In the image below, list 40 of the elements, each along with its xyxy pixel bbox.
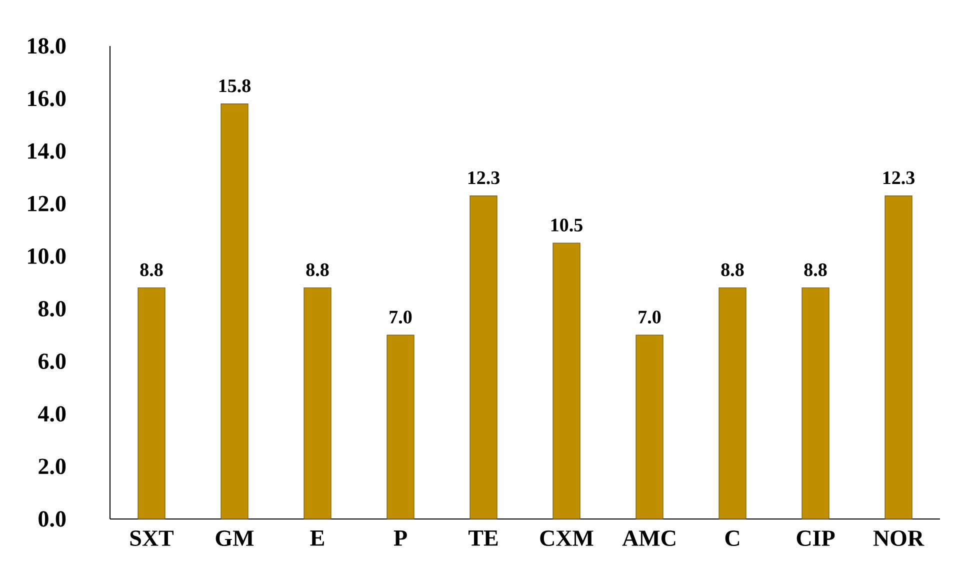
y-tick-label: 2.0 (38, 458, 66, 474)
y-tick-label: 4.0 (38, 406, 66, 422)
x-tick-label: TE (468, 530, 498, 546)
data-label: 7.0 (638, 310, 661, 324)
y-tick-label: 6.0 (38, 354, 66, 370)
x-tick-label: CXM (540, 530, 594, 546)
y-tick-label: 0.0 (38, 511, 66, 527)
data-label: 15.8 (219, 79, 250, 92)
data-label: 8.8 (721, 263, 744, 276)
y-tick-label: 12.0 (28, 196, 66, 212)
x-tick-label: NOR (873, 530, 924, 546)
x-tick-label: C (725, 530, 740, 546)
y-tick-label: 8.0 (38, 300, 66, 317)
bar (304, 287, 332, 520)
data-label: 8.8 (804, 263, 827, 276)
data-label: 12.3 (468, 171, 500, 184)
bar (802, 287, 830, 520)
data-label: 8.8 (306, 263, 329, 276)
x-tick-label: E (310, 530, 324, 546)
bar (138, 287, 166, 520)
bar (220, 104, 248, 520)
bar (552, 242, 580, 520)
x-tick-label: CIP (796, 530, 835, 546)
x-tick-label: AMC (622, 530, 676, 546)
x-tick-label: SXT (130, 530, 174, 546)
y-tick-label: 16.0 (28, 90, 66, 106)
y-tick-label: 18.0 (28, 38, 66, 54)
data-label: 12.3 (883, 171, 914, 184)
data-label: 10.5 (551, 218, 582, 232)
x-tick-label: P (394, 530, 407, 546)
bar (718, 287, 746, 520)
bar (636, 334, 664, 520)
y-tick-label: 14.0 (28, 143, 66, 159)
bar (884, 195, 912, 520)
y-tick-label: 10.0 (28, 248, 66, 264)
data-label: 7.0 (390, 310, 412, 324)
bar (386, 334, 414, 520)
bar (470, 195, 498, 520)
data-label: 8.8 (140, 263, 163, 276)
x-tick-label: GM (216, 530, 254, 546)
